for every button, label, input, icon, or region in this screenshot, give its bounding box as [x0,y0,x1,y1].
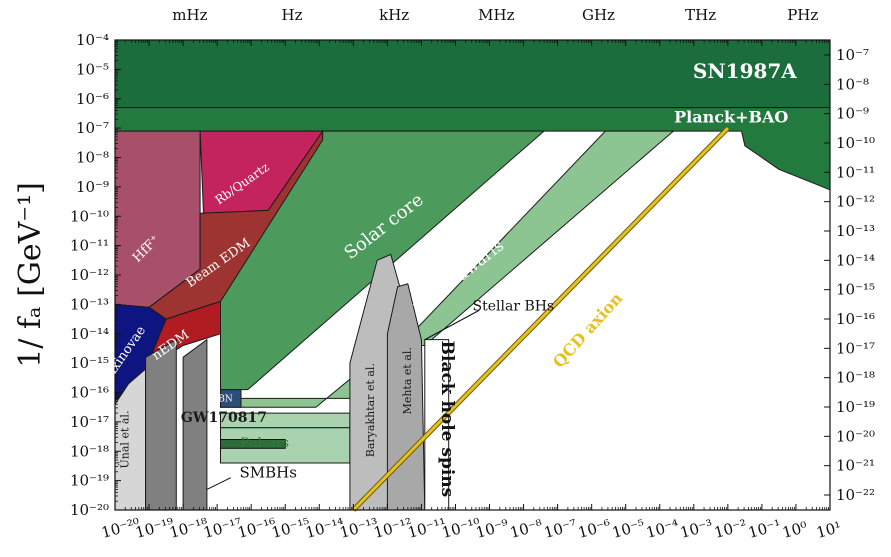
label-planck-bao: Planck+BAO [674,107,788,126]
x-tick-label: 10⁻⁴ [644,516,681,542]
y-tick-label-left: 10⁻¹⁵ [70,354,109,372]
regions-layer [114,39,831,511]
y-tick-label-left: 10⁻¹³ [70,295,109,313]
qcd-axion-band [352,127,729,512]
label-sn1987a: SN1987A [693,59,797,83]
label-smbhs: SMBHs [239,464,296,482]
x-tick-label: 10⁻⁶ [576,516,613,542]
x-tick-label: 10¹ [814,518,843,542]
label-baryakhtar-et-al: Baryakhtar et al. [364,363,377,457]
stellar-bhs-leader [424,309,480,341]
top-frequency-label: PHz [787,6,818,24]
y-tick-label-left: 10⁻¹⁶ [70,384,109,402]
top-frequency-label: GHz [582,6,615,24]
y-tick-label-left: 10⁻⁸ [76,149,109,167]
y-tick-label-right: 10⁻¹³ [836,222,875,240]
top-frequency-label: MHz [478,6,514,24]
label-bbn: BBN [212,394,233,404]
x-tick-label: 10⁻⁸ [508,516,545,542]
y-tick-label-left: 10⁻¹⁴ [70,325,109,343]
overlay-layer [206,126,730,512]
y-tick-label-right: 10⁻¹⁸ [836,369,875,387]
y-tick-label-left: 10⁻⁹ [76,178,109,196]
top-frequency-label: kHz [379,6,409,24]
region-bbn [220,389,242,408]
x-tick-label: 10⁰ [780,518,809,542]
x-tick-label: 10⁻⁵ [610,516,647,542]
y-tick-label-right: 10⁻⁹ [836,105,869,123]
pulsars-bar [220,439,286,449]
y-tick-label-left: 10⁻²⁰ [70,501,109,519]
label-gw170817: GW170817 [181,410,267,426]
y-tick-label-right: 10⁻²⁰ [836,427,875,445]
label-nal-et-al: Ünal et al. [118,411,132,469]
y-tick-label-right: 10⁻¹¹ [836,163,875,181]
label-black-hole-spins: Black hole spins [437,341,457,498]
x-tick-label: 10⁻⁷ [542,516,579,542]
y-tick-label-right: 10⁻²² [836,486,875,504]
y-tick-label-right: 10⁻¹⁰ [836,134,875,152]
x-tick-label: 10⁻² [712,516,749,542]
top-frequency-label: THz [685,6,716,24]
y-tick-label-left: 10⁻¹⁸ [70,442,109,460]
top-frequency-label: mHz [172,6,207,24]
label-mehta-et-al: Mehta et al. [401,347,414,414]
y-tick-label-left: 10⁻¹⁷ [70,413,109,431]
y-tick-label-right: 10⁻¹⁴ [836,251,875,269]
top-frequency-label: Hz [282,6,303,24]
y-tick-label-right: 10⁻¹⁶ [836,310,875,328]
x-tick-label: 10⁻⁹ [474,516,511,542]
y-tick-label-left: 10⁻⁴ [76,31,109,49]
y-tick-label-right: 10⁻¹⁹ [836,398,875,416]
x-tick-label: 10⁻¹ [746,516,783,542]
y-tick-label-left: 10⁻⁶ [76,90,109,108]
y-tick-label-right: 10⁻⁷ [836,46,869,64]
y-tick-label-left: 10⁻¹⁹ [70,472,109,490]
y-axis-label: 1/ fₐ [GeV⁻¹] [13,182,48,368]
y-tick-label-right: 10⁻⁸ [836,75,869,93]
y-tick-label-right: 10⁻¹⁵ [836,281,875,299]
smbhs-leader [206,477,231,490]
unal-strip-1 [145,338,177,511]
y-tick-label-left: 10⁻⁷ [76,119,109,137]
y-tick-label-left: 10⁻⁵ [76,60,109,78]
label-pulsars: Pulsars [241,436,290,451]
x-tick-label: 10⁻³ [678,516,715,542]
y-tick-label-right: 10⁻¹⁷ [836,339,875,357]
axes-layer [114,39,831,511]
y-tick-label-right: 10⁻²¹ [836,457,875,475]
y-tick-label-left: 10⁻¹² [70,266,109,284]
y-tick-label-left: 10⁻¹⁰ [70,207,109,225]
y-tick-label-left: 10⁻¹¹ [70,237,109,255]
y-tick-label-right: 10⁻¹² [836,193,875,211]
label-stellar-bhs: Stellar BHs [473,298,555,314]
